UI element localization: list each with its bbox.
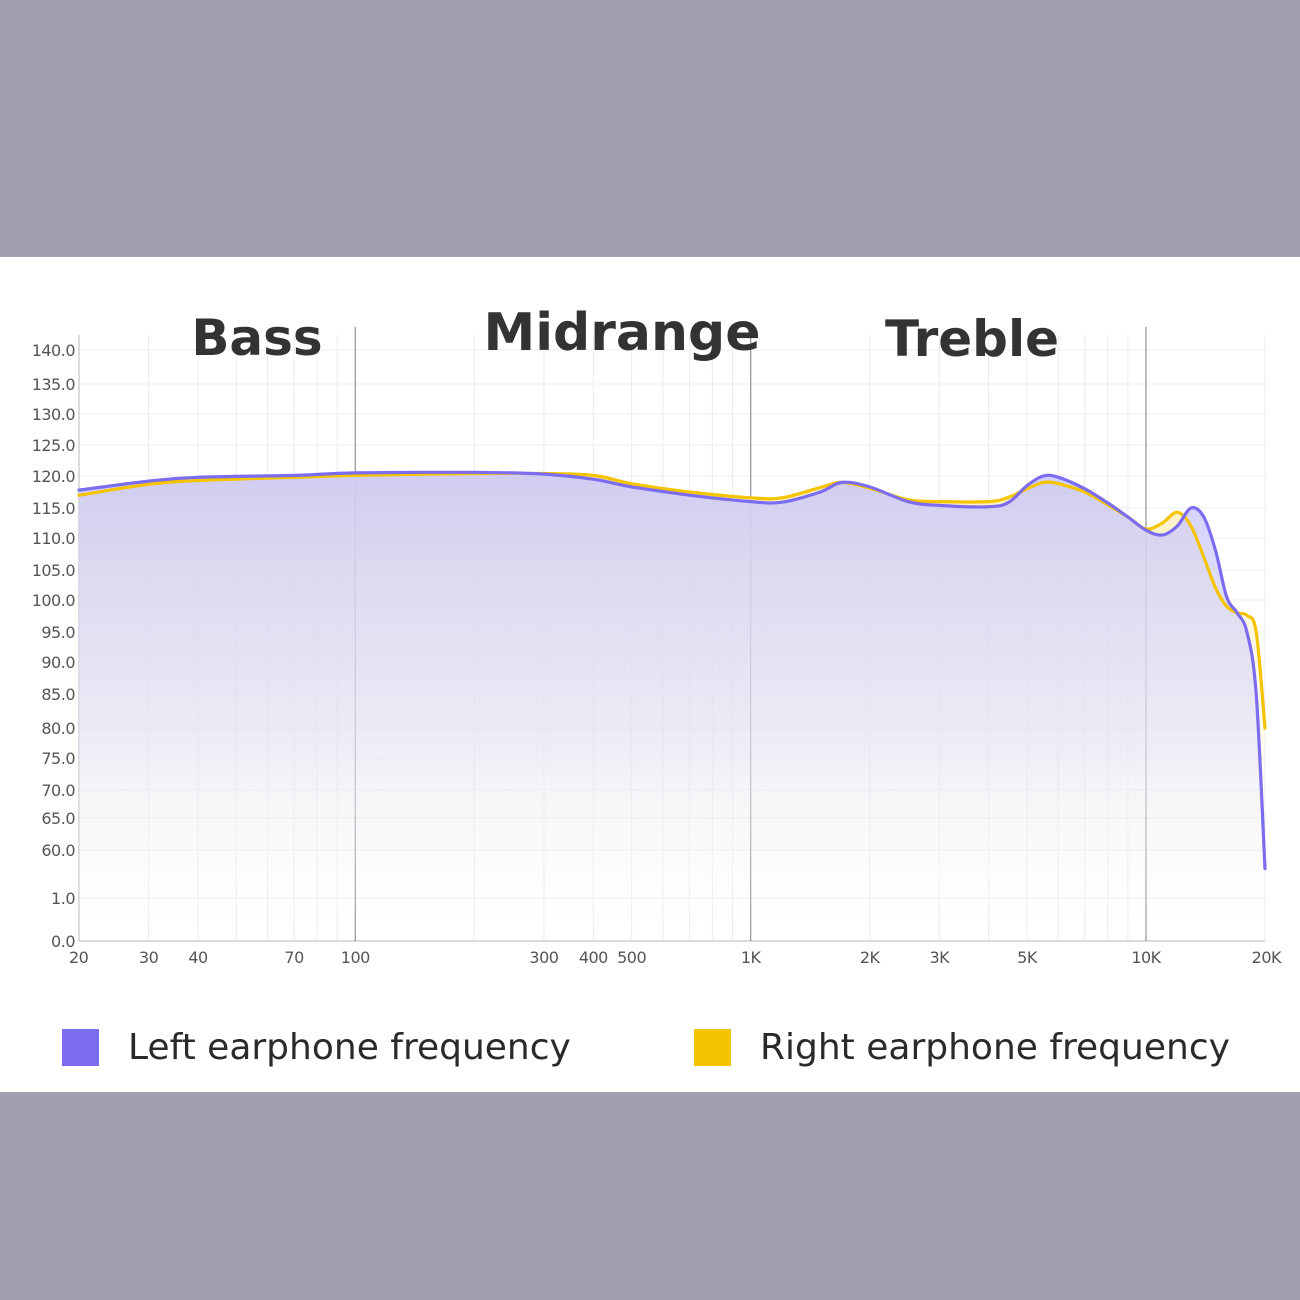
legend-label-left: Left earphone frequency (128, 1026, 571, 1068)
y-tick-label: 85.0 (41, 685, 75, 704)
y-tick-label: 125.0 (32, 436, 76, 455)
x-tick-label: 40 (188, 948, 208, 967)
y-tick-label: 120.0 (32, 467, 76, 486)
y-tick-label: 130.0 (32, 405, 76, 424)
x-tick-label: 500 (617, 948, 646, 967)
x-tick-label: 70 (284, 948, 304, 967)
y-tick-label: 135.0 (32, 375, 76, 394)
region-label-bass: Bass (191, 309, 322, 367)
y-tick-label: 65.0 (41, 809, 75, 828)
y-tick-label: 140.0 (32, 341, 76, 360)
y-tick-label: 100.0 (32, 591, 76, 610)
y-tick-label: 1.0 (51, 889, 75, 908)
legend-swatch-right (694, 1028, 731, 1066)
x-tick-label: 300 (529, 948, 558, 967)
y-tick-label: 80.0 (41, 719, 75, 738)
x-tick-label: 2K (860, 948, 881, 967)
y-tick-label: 75.0 (41, 749, 75, 768)
x-tick-label: 1K (741, 948, 762, 967)
x-tick-label: 30 (139, 948, 159, 967)
y-tick-label: 70.0 (41, 781, 75, 800)
x-tick-label: 3K (929, 948, 950, 967)
x-tick-label: 10K (1131, 948, 1161, 967)
y-tick-label: 95.0 (41, 623, 75, 642)
legend-label-right: Right earphone frequency (760, 1026, 1230, 1068)
y-tick-label: 60.0 (41, 841, 75, 860)
series-line-left (77, 470, 1267, 871)
x-tick-label: 400 (579, 948, 608, 967)
y-tick-label: 115.0 (32, 499, 76, 518)
x-tick-label: 5K (1017, 948, 1038, 967)
legend-item-left: Left earphone frequency (62, 1022, 571, 1072)
region-label-midrange: Midrange (483, 303, 760, 363)
y-tick-label: 105.0 (32, 561, 76, 580)
region-label-treble: Treble (885, 310, 1059, 368)
y-tick-label: 110.0 (32, 529, 76, 548)
y-tick-label: 0.0 (51, 932, 75, 951)
x-tick-label: 20K (1252, 948, 1282, 967)
series-area-left (79, 472, 1265, 941)
legend-item-right: Right earphone frequency (694, 1022, 1230, 1072)
legend-swatch-left (62, 1028, 99, 1066)
x-tick-label: 20 (69, 948, 89, 967)
x-tick-label: 100 (341, 948, 370, 967)
y-tick-label: 90.0 (41, 653, 75, 672)
